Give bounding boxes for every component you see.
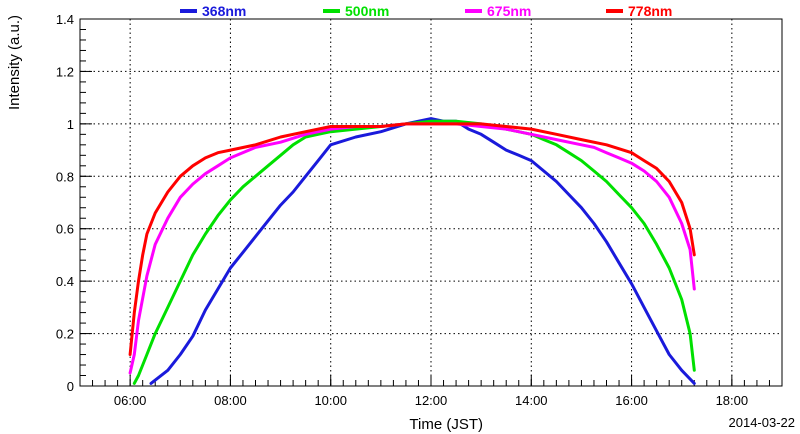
x-tick-label: 14:00 bbox=[515, 393, 548, 408]
y-tick-label: 0 bbox=[67, 379, 74, 394]
y-axis-label: Intensity (a.u.) bbox=[6, 15, 23, 110]
series-lines bbox=[128, 117, 696, 385]
grid-lines bbox=[80, 19, 782, 386]
y-tick-label: 1.2 bbox=[56, 64, 74, 79]
legend: 368nm 500nm 675nm 778nm bbox=[180, 3, 672, 19]
legend-label: 500nm bbox=[345, 3, 389, 19]
x-tick-label: 12:00 bbox=[415, 393, 448, 408]
x-tick-label: 10:00 bbox=[314, 393, 347, 408]
x-tick-label: 06:00 bbox=[114, 393, 147, 408]
axis-ticks: 0 0.2 0.4 0.6 0.8 1 1.2 1.4 06:00 08:00 10:00 12:00… bbox=[56, 12, 783, 408]
y-tick-label: 0.6 bbox=[56, 222, 74, 237]
date-label: 2014-03-22 bbox=[729, 415, 796, 430]
x-tick-label: 08:00 bbox=[214, 393, 247, 408]
legend-label: 368nm bbox=[202, 3, 246, 19]
x-axis-label: Time (JST) bbox=[409, 416, 483, 433]
series-line-778nm bbox=[128, 122, 696, 356]
legend-label: 675nm bbox=[487, 3, 531, 19]
y-tick-label: 0.2 bbox=[56, 327, 74, 342]
y-tick-label: 1 bbox=[67, 117, 74, 132]
legend-label: 778nm bbox=[628, 3, 672, 19]
y-tick-label: 0.4 bbox=[56, 274, 74, 289]
x-tick-label: 18:00 bbox=[716, 393, 749, 408]
y-tick-label: 1.4 bbox=[56, 12, 74, 27]
x-tick-label: 16:00 bbox=[615, 393, 648, 408]
y-tick-label: 0.8 bbox=[56, 169, 74, 184]
